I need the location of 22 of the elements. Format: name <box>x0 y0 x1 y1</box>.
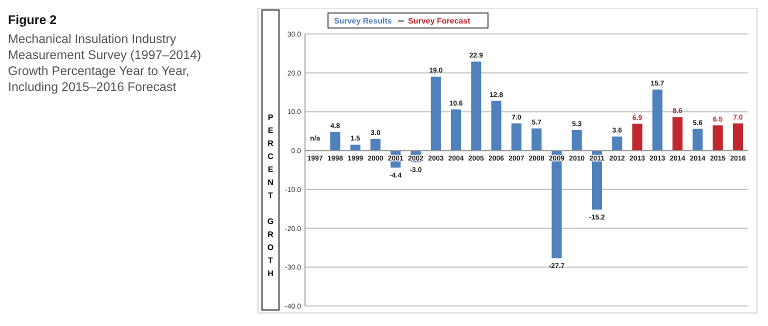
text: Figure 2 <box>8 13 57 27</box>
bar <box>612 136 622 151</box>
bar <box>692 128 703 151</box>
bar <box>511 123 522 151</box>
bar <box>491 100 502 151</box>
bar <box>732 123 743 151</box>
bar <box>672 117 683 151</box>
bar <box>450 109 462 151</box>
bar <box>652 90 662 151</box>
bar <box>532 128 542 151</box>
bar <box>330 132 340 151</box>
bar <box>430 76 441 151</box>
bar <box>632 124 642 151</box>
bar <box>712 125 723 151</box>
bar <box>471 62 482 151</box>
bar <box>370 138 381 151</box>
text: Survey Results <box>334 16 392 26</box>
text: PERCENT GROTH <box>267 113 274 278</box>
bar <box>350 144 360 151</box>
text: Mechanical Insulation Industry Measurement Survey (1997–2014) Growth Percentage Year to Year, Including 2015–2016 Forecast <box>8 32 202 94</box>
text: Survey Forecast <box>408 16 471 26</box>
bar <box>572 130 582 151</box>
